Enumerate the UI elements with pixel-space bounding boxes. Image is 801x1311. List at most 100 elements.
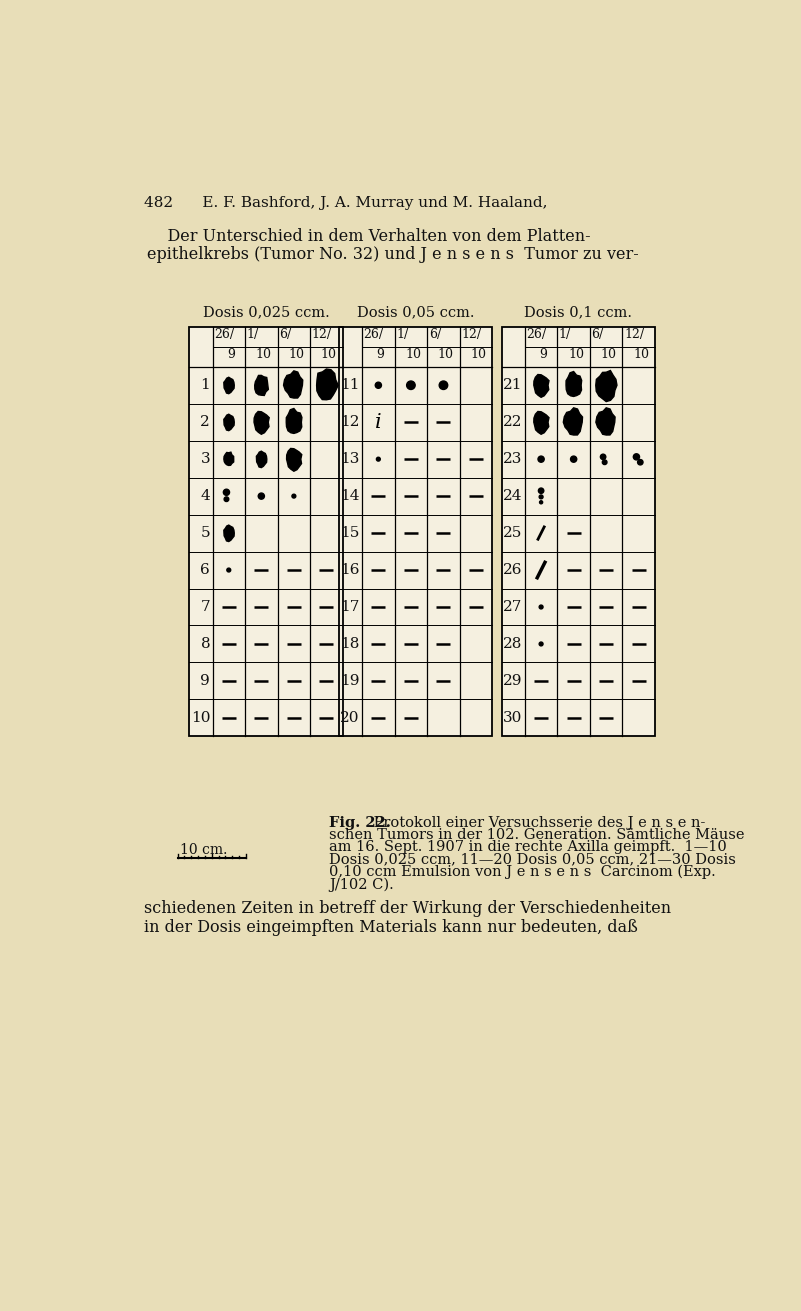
Polygon shape xyxy=(255,375,268,396)
Polygon shape xyxy=(286,409,302,434)
Text: 21: 21 xyxy=(503,379,522,392)
Circle shape xyxy=(539,606,543,608)
Polygon shape xyxy=(596,371,617,401)
Text: 30: 30 xyxy=(503,711,522,725)
Text: 4: 4 xyxy=(200,489,210,503)
Bar xyxy=(501,326,655,737)
Circle shape xyxy=(407,382,415,389)
Circle shape xyxy=(224,497,229,502)
Text: 9: 9 xyxy=(376,349,384,362)
Text: 28: 28 xyxy=(503,637,522,652)
Polygon shape xyxy=(533,375,549,397)
Text: 24: 24 xyxy=(503,489,522,503)
Circle shape xyxy=(292,494,296,498)
Text: 10: 10 xyxy=(320,349,336,362)
Text: 26: 26 xyxy=(503,562,522,577)
Text: 10: 10 xyxy=(405,349,421,362)
Text: 2: 2 xyxy=(200,416,210,429)
Bar xyxy=(501,326,655,737)
Text: 6: 6 xyxy=(200,562,210,577)
Circle shape xyxy=(375,383,381,388)
Bar xyxy=(339,326,493,737)
Bar xyxy=(189,326,343,737)
Text: 6/: 6/ xyxy=(591,328,604,341)
Text: 8: 8 xyxy=(200,637,210,652)
Text: 25: 25 xyxy=(503,526,522,540)
Circle shape xyxy=(638,460,643,465)
Text: in der Dosis eingeimpften Materials kann nur bedeuten, daß: in der Dosis eingeimpften Materials kann… xyxy=(144,919,638,936)
Text: 10: 10 xyxy=(568,349,584,362)
Text: 11: 11 xyxy=(340,379,360,392)
Text: Dosis 0,025 ccm, 11—20 Dosis 0,05 ccm, 21—30 Dosis: Dosis 0,025 ccm, 11—20 Dosis 0,05 ccm, 2… xyxy=(328,852,735,867)
Text: 482      E. F. Bashford, J. A. Murray und M. Haaland,: 482 E. F. Bashford, J. A. Murray und M. … xyxy=(144,195,548,210)
Polygon shape xyxy=(223,526,234,541)
Text: Protokoll einer Versuchsserie des J e n s e n-: Protokoll einer Versuchsserie des J e n … xyxy=(369,815,706,830)
Circle shape xyxy=(258,493,264,499)
Circle shape xyxy=(538,456,544,463)
Text: 9: 9 xyxy=(540,349,547,362)
Text: 7: 7 xyxy=(200,600,210,614)
Text: 10: 10 xyxy=(633,349,649,362)
Polygon shape xyxy=(596,408,615,435)
Text: 10: 10 xyxy=(601,349,617,362)
Text: 1/: 1/ xyxy=(247,328,259,341)
Text: schiedenen Zeiten in betreff der Wirkung der Verschiedenheiten: schiedenen Zeiten in betreff der Wirkung… xyxy=(144,901,671,918)
Text: 10: 10 xyxy=(438,349,454,362)
Polygon shape xyxy=(287,448,302,471)
Text: 26/: 26/ xyxy=(214,328,234,341)
Text: schen Tumors in der 102. Generation. Sämtliche Mäuse: schen Tumors in der 102. Generation. Säm… xyxy=(328,829,744,842)
Text: 1/: 1/ xyxy=(396,328,409,341)
Text: 26/: 26/ xyxy=(364,328,384,341)
Text: 0,10 ccm Emulsion von J e n s e n s  Carcinom (Exp.: 0,10 ccm Emulsion von J e n s e n s Carc… xyxy=(328,865,715,880)
Text: J/102 C).: J/102 C). xyxy=(328,877,393,891)
Text: 10: 10 xyxy=(470,349,486,362)
Text: 15: 15 xyxy=(340,526,360,540)
Text: 17: 17 xyxy=(340,600,360,614)
Text: 1/: 1/ xyxy=(559,328,571,341)
Text: 22: 22 xyxy=(503,416,522,429)
Polygon shape xyxy=(223,414,234,430)
Text: i: i xyxy=(375,413,381,431)
Circle shape xyxy=(602,460,607,464)
Text: 3: 3 xyxy=(200,452,210,467)
Text: 10 cm.: 10 cm. xyxy=(180,843,227,856)
Text: am 16. Sept. 1907 in die rechte Axilla geimpft.  1—10: am 16. Sept. 1907 in die rechte Axilla g… xyxy=(328,840,727,855)
Text: Dosis 0,1 ccm.: Dosis 0,1 ccm. xyxy=(525,305,632,319)
Text: 9: 9 xyxy=(200,674,210,688)
Polygon shape xyxy=(533,412,549,434)
Text: 26/: 26/ xyxy=(526,328,546,341)
Circle shape xyxy=(570,456,577,463)
Text: 12/: 12/ xyxy=(312,328,332,341)
Text: 19: 19 xyxy=(340,674,360,688)
Text: 10: 10 xyxy=(191,711,210,725)
Text: 5: 5 xyxy=(200,526,210,540)
Text: 10: 10 xyxy=(288,349,304,362)
Circle shape xyxy=(540,501,542,503)
Bar xyxy=(189,326,343,737)
Polygon shape xyxy=(566,371,582,396)
Polygon shape xyxy=(563,408,582,435)
Text: 12: 12 xyxy=(340,416,360,429)
Text: Dosis 0,025 ccm.: Dosis 0,025 ccm. xyxy=(203,305,329,319)
Text: 9: 9 xyxy=(227,349,235,362)
Text: 10: 10 xyxy=(256,349,272,362)
Text: 13: 13 xyxy=(340,452,360,467)
Text: 12/: 12/ xyxy=(624,328,644,341)
Polygon shape xyxy=(254,412,269,434)
Text: 27: 27 xyxy=(503,600,522,614)
Text: Dosis 0,05 ccm.: Dosis 0,05 ccm. xyxy=(356,305,474,319)
Circle shape xyxy=(538,488,544,493)
Text: 20: 20 xyxy=(340,711,360,725)
Circle shape xyxy=(439,382,448,389)
Polygon shape xyxy=(284,371,303,399)
Text: epithelkrebs (Tumor No. 32) und J e n s e n s  Tumor zu ver-: epithelkrebs (Tumor No. 32) und J e n s … xyxy=(147,246,638,264)
Text: 1: 1 xyxy=(200,379,210,392)
Circle shape xyxy=(601,454,606,460)
Text: Der Unterschied in dem Verhalten von dem Platten-: Der Unterschied in dem Verhalten von dem… xyxy=(147,228,590,245)
Text: 14: 14 xyxy=(340,489,360,503)
Text: 6/: 6/ xyxy=(280,328,292,341)
Text: Fig. 22.: Fig. 22. xyxy=(328,815,391,830)
Text: 6/: 6/ xyxy=(429,328,441,341)
Circle shape xyxy=(539,496,543,498)
Polygon shape xyxy=(223,452,234,465)
